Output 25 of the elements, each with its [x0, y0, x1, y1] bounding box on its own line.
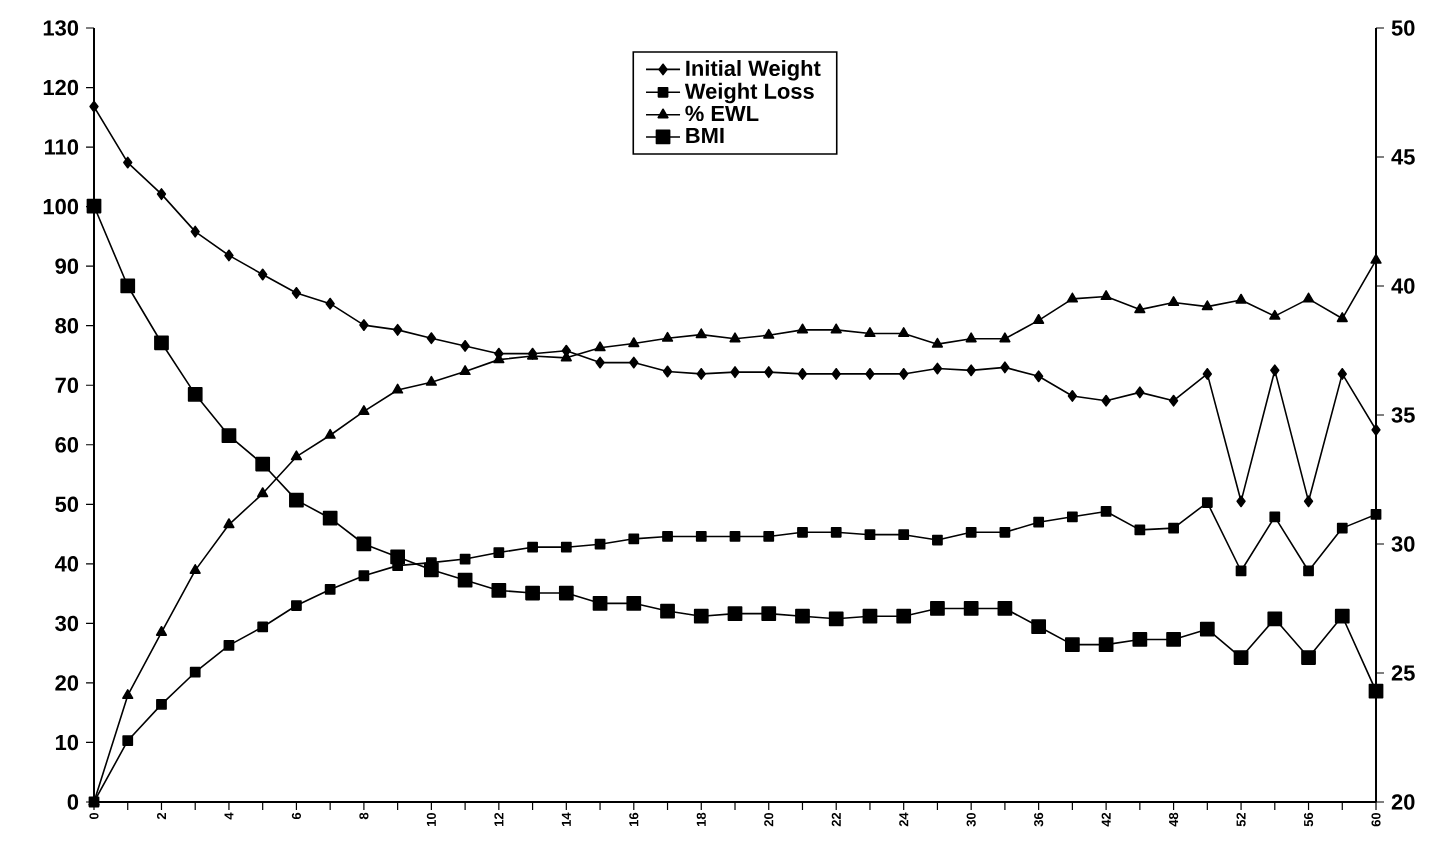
- y-tick-label: 0: [67, 794, 79, 810]
- y2-tick-label: 50: [1391, 20, 1415, 36]
- y-tick-label: 80: [55, 317, 79, 334]
- y2-tick-label: 40: [1391, 278, 1415, 294]
- y2-tick-label: 30: [1391, 536, 1415, 552]
- y2-tick-label: 20: [1391, 794, 1415, 810]
- y-tick-label: 60: [55, 437, 79, 453]
- y-tick-label: 10: [55, 734, 79, 751]
- y-tick-label: 90: [55, 258, 79, 274]
- y-tick-label: 20: [55, 675, 79, 691]
- legend-label: Initial Weight: [686, 59, 821, 81]
- legend-label: Weight Loss: [684, 82, 814, 104]
- legend-label: % EWL: [685, 105, 759, 122]
- legend-label: BMI: [686, 127, 724, 143]
- y-tick-label: 130: [43, 20, 79, 36]
- y-tick-label: 70: [55, 377, 79, 393]
- y-tick-label: 100: [43, 198, 79, 215]
- y2-tick-label: 35: [1391, 407, 1415, 423]
- y-tick-label: 40: [54, 556, 79, 572]
- y-tick-label: 110: [45, 139, 79, 155]
- y-tick-label: 30: [55, 615, 79, 632]
- y2-tick-label: 25: [1391, 665, 1415, 681]
- y2-tick-label: 45: [1391, 149, 1415, 165]
- y-tick-label: 120: [43, 79, 79, 96]
- y-tick-label: 50: [55, 496, 79, 513]
